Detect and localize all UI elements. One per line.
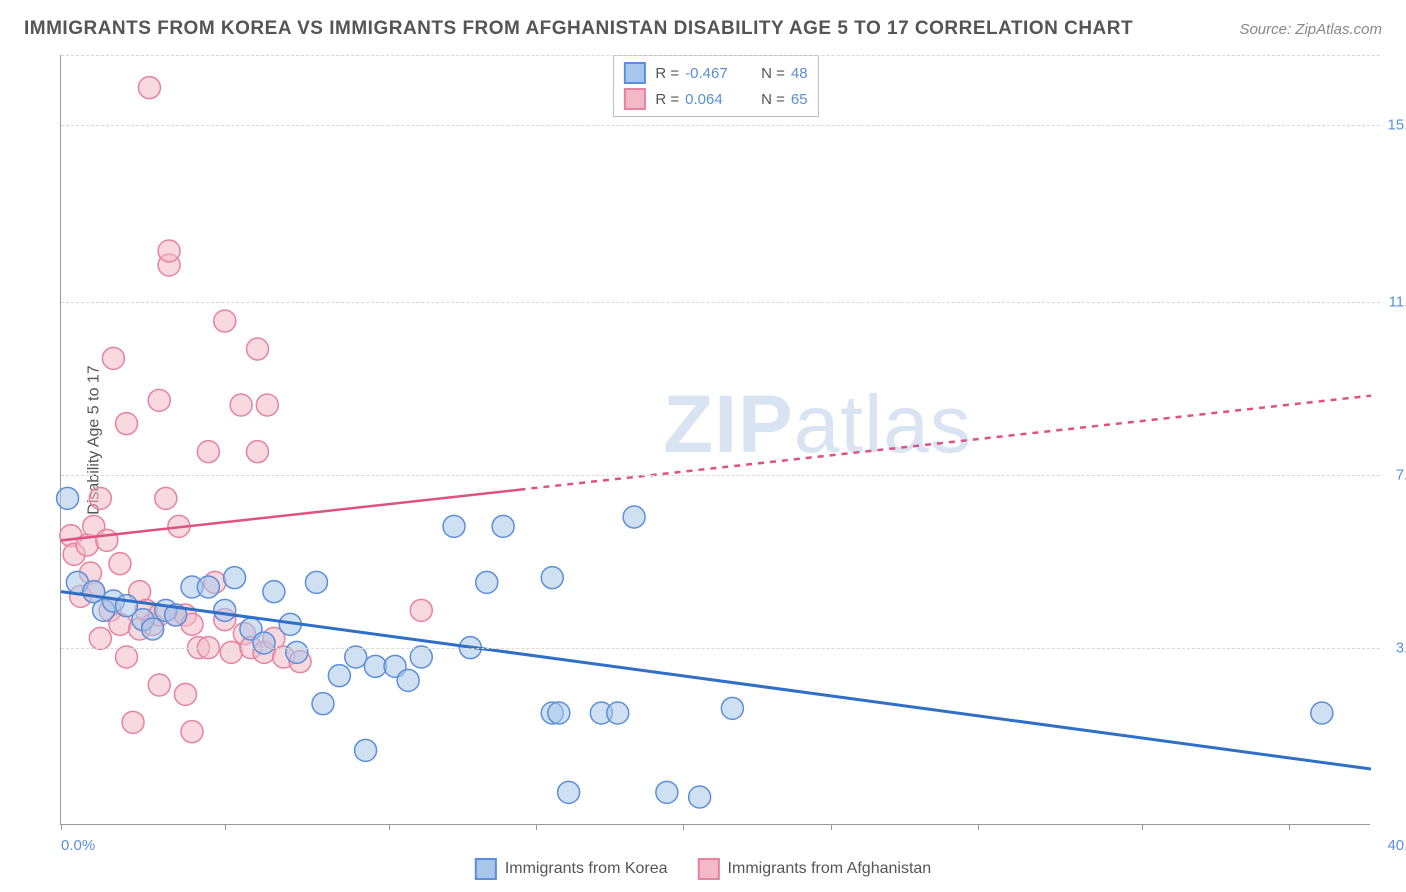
legend-label-korea: Immigrants from Korea (505, 860, 668, 878)
chart-container: Disability Age 5 to 17 ZIPatlas R = -0.4… (50, 55, 1380, 825)
y-tick-label: 15.0% (1375, 117, 1406, 134)
y-tick-label: 3.8% (1375, 639, 1406, 656)
swatch-korea-bottom (475, 858, 497, 880)
y-tick-label: 11.2% (1375, 294, 1406, 311)
chart-title: IMMIGRANTS FROM KOREA VS IMMIGRANTS FROM… (24, 18, 1133, 40)
plot-area: ZIPatlas R = -0.467 N = 48 R = 0.064 N =… (60, 55, 1370, 825)
x-axis-min-label: 0.0% (61, 837, 95, 854)
scatter-svg (61, 55, 1371, 825)
legend-item-korea: Immigrants from Korea (475, 858, 668, 880)
source-attribution: Source: ZipAtlas.com (1239, 21, 1382, 38)
series-legend: Immigrants from Korea Immigrants from Af… (475, 858, 931, 880)
legend-label-afghanistan: Immigrants from Afghanistan (728, 860, 932, 878)
legend-item-afghanistan: Immigrants from Afghanistan (698, 858, 932, 880)
y-tick-label: 7.5% (1375, 467, 1406, 484)
x-axis-max-label: 40.0% (1387, 837, 1406, 854)
swatch-afghanistan-bottom (698, 858, 720, 880)
